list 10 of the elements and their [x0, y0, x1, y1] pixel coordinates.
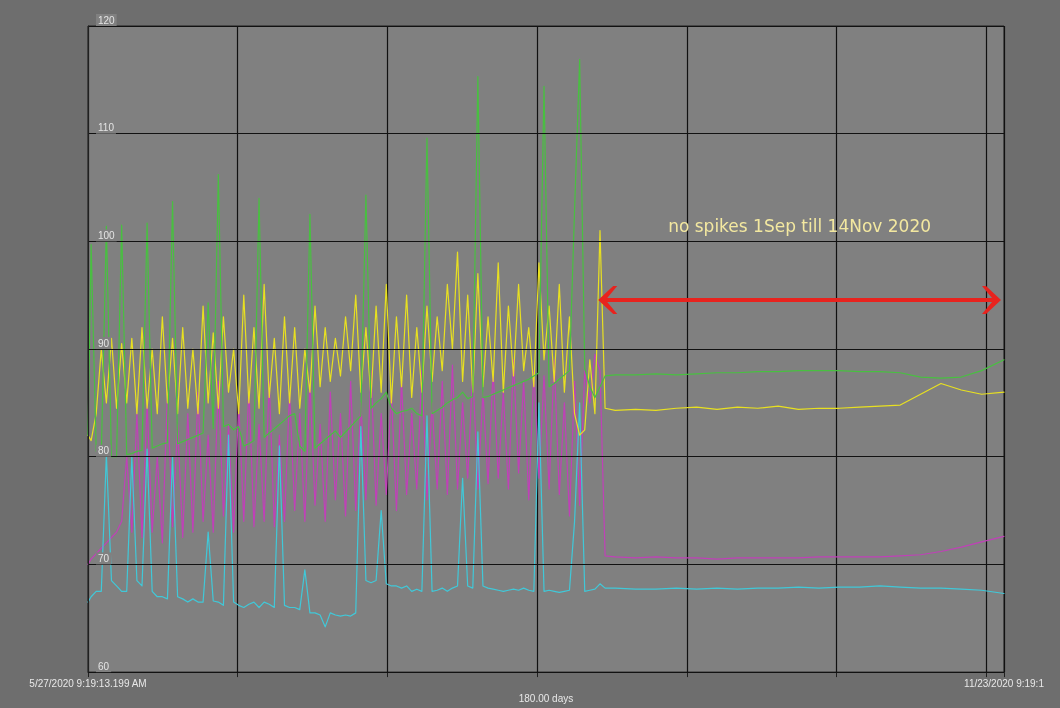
x-axis-title: 180.00 days [518, 692, 574, 704]
y-tick-label: 90 [98, 337, 110, 349]
y-tick-label: 110 [98, 122, 115, 134]
y-tick-label: 70 [98, 552, 110, 564]
x-tick-label: 11/23/2020 9:19:1 [964, 677, 1045, 689]
x-tick-label: 5/27/2020 9:19:13.199 AM [29, 677, 147, 689]
y-tick-label: 60 [98, 660, 110, 672]
y-tick-label: 100 [98, 229, 116, 241]
y-tick-label: 120 [98, 14, 116, 26]
y-tick-label: 80 [98, 445, 110, 457]
